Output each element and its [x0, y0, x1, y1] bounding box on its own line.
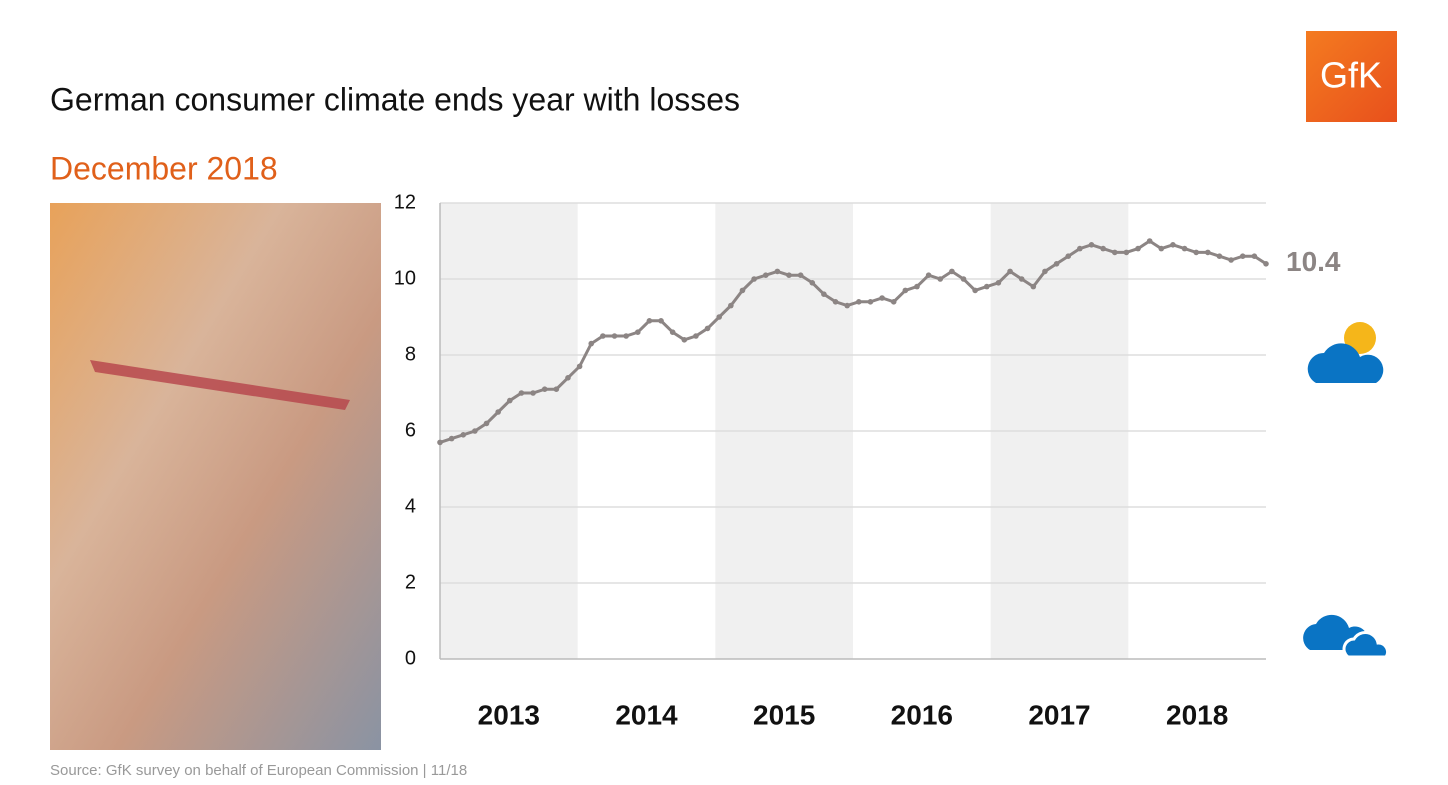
point: [1111, 249, 1118, 256]
point: [879, 295, 885, 301]
point: [658, 318, 664, 324]
point: [925, 272, 932, 279]
point: [1251, 253, 1258, 259]
point: [1216, 253, 1223, 259]
logo-box: [1306, 31, 1397, 122]
point: [937, 276, 944, 282]
point: [1158, 245, 1165, 252]
point: [507, 397, 513, 404]
point: [809, 280, 816, 286]
y-tick-label: 6: [405, 419, 416, 441]
point: [902, 287, 909, 294]
point: [1007, 268, 1013, 275]
x-tick-label: 2017: [1028, 699, 1090, 730]
source: Source: GfK survey on behalf of European…: [50, 762, 467, 779]
point: [1077, 245, 1083, 252]
photo-card: [90, 360, 350, 410]
y-tick-label: 12: [394, 191, 416, 213]
point: [821, 291, 827, 298]
point: [588, 340, 595, 347]
point: [797, 272, 804, 279]
point: [832, 299, 839, 305]
x-tick-label: 2013: [478, 699, 540, 730]
y-tick-label: 10: [394, 267, 416, 289]
point: [460, 432, 467, 438]
point: [786, 272, 792, 279]
clouds-icon: [1303, 614, 1390, 659]
point: [634, 329, 641, 336]
point: [1135, 245, 1141, 252]
point: [437, 439, 443, 446]
point: [565, 375, 571, 381]
point: [681, 337, 688, 343]
point: [867, 299, 874, 305]
y-tick-label: 8: [405, 343, 416, 365]
point: [890, 299, 897, 305]
point: [949, 268, 955, 275]
point: [995, 280, 1002, 286]
point: [1053, 261, 1060, 267]
point: [762, 272, 769, 279]
point: [1100, 245, 1106, 252]
point: [1193, 249, 1199, 256]
point: [483, 420, 490, 427]
end-value-label: 10.4: [1286, 246, 1341, 277]
point: [448, 435, 455, 442]
point: [739, 287, 746, 294]
y-tick-label: 2: [405, 571, 416, 593]
point: [983, 283, 990, 290]
point: [751, 276, 757, 282]
x-tick-label: 2018: [1166, 699, 1228, 730]
point: [704, 325, 711, 332]
x-tick-label: 2014: [615, 699, 678, 730]
point: [518, 390, 525, 396]
point: [1181, 245, 1188, 252]
point: [1239, 253, 1246, 259]
point: [728, 302, 734, 309]
point: [553, 386, 560, 393]
point: [960, 276, 967, 282]
point: [856, 299, 862, 305]
point: [530, 390, 536, 396]
y-tick-label: 4: [405, 495, 416, 517]
point: [1030, 283, 1037, 290]
sun-cloud-icon: [1307, 322, 1384, 383]
point: [972, 287, 978, 294]
logo: GfK: [1320, 55, 1382, 96]
point: [472, 428, 478, 434]
point: [646, 318, 653, 324]
point: [1205, 249, 1211, 256]
chart-subtitle: December 2018: [50, 150, 278, 186]
point: [1228, 257, 1234, 263]
point: [914, 283, 920, 290]
point: [669, 329, 676, 336]
chart-title: German consumer climate ends year with l…: [50, 81, 740, 117]
point: [1170, 242, 1176, 248]
point: [774, 268, 781, 275]
photo: [50, 203, 381, 750]
y-tick-label: 0: [405, 647, 416, 669]
point: [1065, 253, 1072, 259]
point: [693, 333, 699, 339]
x-tick-label: 2016: [891, 699, 953, 730]
point: [844, 302, 850, 309]
point: [1018, 276, 1025, 282]
point: [1146, 238, 1153, 244]
point: [611, 333, 618, 339]
point: [623, 333, 629, 339]
point: [600, 333, 606, 339]
point: [541, 386, 548, 393]
x-tick-label: 2015: [753, 699, 815, 730]
point: [576, 363, 583, 370]
point: [716, 314, 723, 320]
point: [1042, 268, 1048, 275]
point: [1263, 261, 1269, 267]
point: [1123, 249, 1130, 256]
point: [495, 409, 501, 415]
point: [1088, 242, 1095, 248]
